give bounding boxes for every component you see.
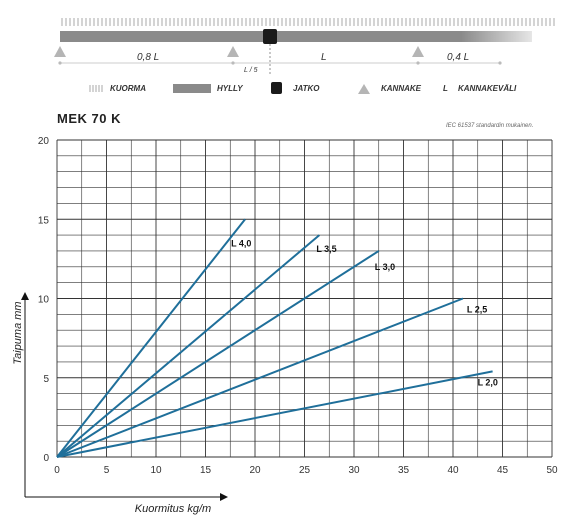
x-tick-label: 10 [150, 465, 162, 476]
x-tick-label: 30 [348, 465, 360, 476]
legend-label-jatko: JATKO [293, 84, 320, 93]
series-line [56, 234, 320, 458]
shelf-bar [60, 31, 532, 42]
legend-symbol-l: L [443, 84, 448, 93]
standard-note: IEC 61537 standardin mukainen. [446, 123, 534, 129]
x-tick-label: 45 [497, 465, 509, 476]
legend-label-kuorma: KUORMA [110, 84, 146, 93]
x-tick-label: 50 [546, 465, 558, 476]
x-axis-label: Kuormitus kg/m [135, 503, 211, 515]
joint-block [263, 29, 277, 44]
x-axis-arrow-icon [220, 493, 228, 501]
triangle-icon [358, 84, 370, 94]
legend: KUORMA HYLLY JATKO KANNAKE L KANNAKEVÄLI [0, 80, 570, 100]
y-axis-arrow-icon [21, 292, 29, 300]
x-tick-label: 0 [54, 465, 60, 476]
series-label: L 2,0 [478, 377, 498, 387]
series-line [56, 250, 380, 458]
support-triangle-right [412, 46, 424, 57]
x-tick-label: 35 [398, 465, 410, 476]
chart-title: MEK 70 K [57, 111, 121, 126]
x-tick-label: 20 [249, 465, 261, 476]
series-line [56, 370, 493, 458]
span-label-left: 0,8 L [137, 52, 160, 63]
span-diagram [54, 18, 555, 74]
series-line [56, 218, 246, 458]
hatch-lines-icon [89, 85, 103, 92]
series-label: L 3,5 [316, 244, 336, 254]
series-label: L 4,0 [231, 238, 251, 248]
series-label: L 3,0 [375, 262, 395, 272]
y-axis-label: Taipuma mm [12, 301, 24, 364]
black-square-icon [271, 82, 282, 94]
series-line [56, 297, 464, 458]
legend-label-hylly: HYLLY [217, 84, 243, 93]
support-triangle-left [54, 46, 66, 57]
legend-label-kannake: KANNAKE [381, 84, 421, 93]
y-tick-label: 0 [43, 453, 49, 464]
load-hatch [61, 18, 555, 26]
span-label-right: 0,4 L [447, 52, 470, 63]
y-tick-label: 15 [38, 215, 50, 226]
gray-bar-icon [173, 84, 211, 93]
x-tick-label: 25 [299, 465, 311, 476]
support-triangle-mid [227, 46, 239, 57]
span-label-middle: L [321, 52, 327, 63]
legend-label-kannakevali: KANNAKEVÄLI [458, 84, 517, 93]
y-tick-label: 5 [43, 374, 49, 385]
series-label: L 2,5 [467, 305, 487, 315]
y-tick-label: 20 [38, 136, 50, 147]
x-tick-label: 5 [104, 465, 110, 476]
x-tick-label: 40 [447, 465, 459, 476]
x-tick-label: 15 [200, 465, 212, 476]
joint-offset-label: L / 5 [244, 67, 258, 74]
y-tick-label: 10 [38, 295, 50, 306]
